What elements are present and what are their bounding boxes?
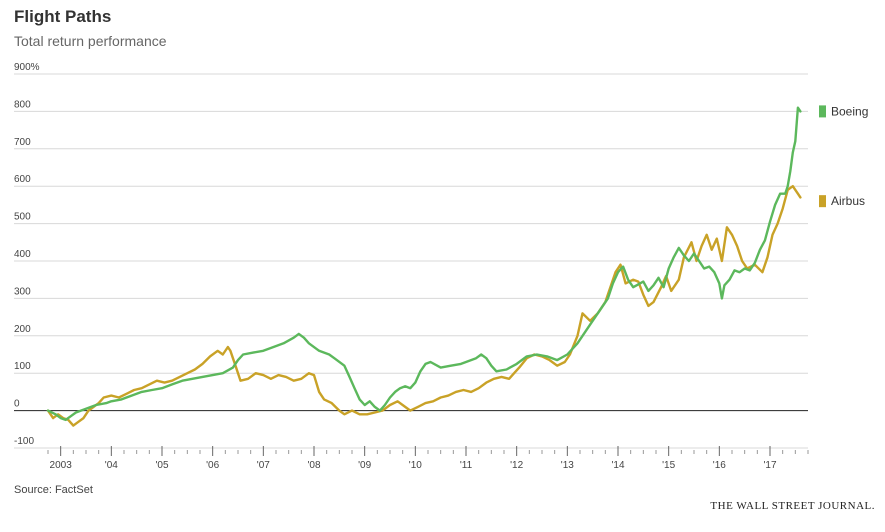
source-note: Source: FactSet [14,484,93,496]
x-tick-label: '07 [257,460,270,471]
x-tick-label: '11 [460,460,473,471]
series-line-airbus [46,185,802,427]
x-tick-label: '17 [763,460,776,471]
x-tick-label: '12 [510,460,523,471]
x-tick-label: '06 [206,460,219,471]
series-line-boeing [46,106,802,422]
publisher-brand: THE WALL STREET JOURNAL. [710,500,875,512]
y-tick-label: 200 [14,324,31,335]
x-tick-label: '05 [155,460,168,471]
y-tick-label: 400 [14,249,31,260]
y-tick-label: 0 [14,399,20,410]
legend-swatch-airbus [819,195,826,208]
x-tick-label: '15 [662,460,675,471]
y-tick-label: 500 [14,212,31,223]
chart-title: Flight Paths [14,7,112,26]
x-tick-label: '14 [611,460,624,471]
y-tick-label: 900% [14,62,40,73]
legend-swatch-boeing [819,105,826,118]
x-tick-label: '04 [105,460,118,471]
y-tick-label: 700 [14,137,31,148]
x-tick-label: '10 [409,460,422,471]
y-tick-label: 800 [14,99,31,110]
y-tick-label: 100 [14,361,31,372]
legend-label-boeing: Boeing [831,104,868,118]
x-tick-label: '16 [713,460,726,471]
x-tick-label: '13 [561,460,574,471]
chart-subtitle: Total return performance [14,33,167,49]
legend-label-airbus: Airbus [831,194,865,208]
x-tick-label: 2003 [50,460,73,471]
x-tick-label: '08 [307,460,320,471]
y-tick-label: 300 [14,286,31,297]
y-tick-label: -100 [14,436,34,447]
y-tick-label: 600 [14,174,31,185]
x-tick-label: '09 [358,460,371,471]
